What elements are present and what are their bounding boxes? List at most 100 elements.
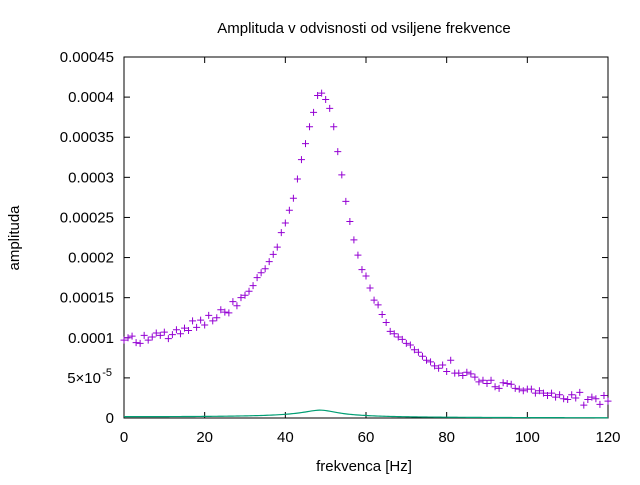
data-point: [544, 392, 551, 400]
data-point: [431, 362, 439, 370]
data-point: [410, 346, 418, 354]
data-point: [427, 358, 435, 366]
data-point: [439, 361, 447, 369]
data-point: [519, 387, 527, 395]
data-point: [535, 387, 543, 395]
data-point: [124, 334, 132, 342]
data-point: [281, 219, 289, 227]
data-point: [310, 108, 318, 116]
data-point: [314, 92, 322, 100]
data-point: [330, 123, 338, 131]
data-point: [358, 266, 366, 274]
data-point: [289, 194, 297, 202]
data-point: [560, 395, 568, 403]
data-point: [277, 229, 285, 237]
data-point: [447, 356, 455, 364]
data-point: [572, 394, 580, 402]
data-point: [185, 327, 193, 335]
data-point: [209, 317, 217, 325]
data-point: [346, 217, 354, 225]
data-point: [386, 327, 394, 335]
data-point: [580, 401, 588, 409]
data-point: [302, 140, 309, 148]
data-point: [588, 393, 596, 401]
data-point: [156, 331, 164, 339]
data-point: [548, 389, 556, 397]
data-point: [293, 175, 301, 183]
data-point: [378, 311, 386, 319]
data-point: [193, 323, 201, 331]
data-point: [221, 308, 229, 316]
data-point: [584, 396, 592, 404]
data-point: [241, 291, 249, 299]
x-tick-label: 120: [595, 429, 620, 446]
data-point: [164, 335, 172, 343]
data-point: [350, 236, 358, 244]
data-point: [491, 383, 499, 391]
data-point: [418, 352, 426, 360]
data-point: [459, 371, 467, 379]
y-tick-label: 0.00015: [60, 290, 114, 307]
data-point: [564, 396, 572, 404]
data-point: [495, 384, 503, 392]
data-point: [382, 319, 390, 327]
data-point: [596, 400, 604, 408]
x-tick-label: 40: [277, 429, 294, 446]
data-point: [556, 391, 564, 399]
data-point: [160, 328, 168, 336]
data-point: [217, 306, 225, 314]
y-tick-exponent: -5: [102, 367, 112, 379]
data-point: [322, 96, 330, 104]
y-tick-label: 0.0004: [68, 89, 114, 106]
data-point: [306, 123, 314, 131]
y-tick-label: 0.0002: [68, 250, 114, 267]
data-point: [269, 250, 277, 258]
data-point: [144, 336, 152, 344]
data-point: [394, 333, 402, 341]
data-point: [435, 364, 443, 372]
x-tick-label: 60: [358, 429, 375, 446]
data-point: [568, 391, 576, 399]
data-point: [176, 330, 184, 338]
data-point: [390, 330, 398, 338]
data-point: [576, 388, 584, 396]
data-point: [189, 317, 197, 325]
data-point: [318, 89, 326, 97]
data-point: [326, 104, 334, 112]
data-point: [527, 385, 535, 393]
y-tick-label: 5×10: [67, 370, 101, 387]
data-point: [152, 329, 160, 337]
data-point: [140, 331, 148, 339]
data-point: [229, 298, 237, 306]
data-point: [181, 324, 188, 332]
data-point: [285, 206, 293, 214]
data-point: [503, 380, 511, 388]
data-point: [370, 296, 378, 304]
data-point: [475, 378, 483, 386]
data-point: [511, 384, 519, 392]
data-point: [205, 311, 213, 319]
data-point: [197, 316, 205, 324]
chart-title: Amplituda v odvisnosti od vsiljene frekv…: [217, 20, 510, 37]
data-point: [552, 393, 560, 401]
data-point: [265, 258, 273, 266]
data-point: [499, 379, 507, 387]
data-point: [374, 301, 382, 309]
data-point: [443, 367, 451, 375]
data-point: [467, 370, 475, 378]
data-point: [471, 373, 479, 381]
data-point: [148, 333, 156, 341]
fit-curve: [124, 409, 608, 419]
data-point: [128, 332, 136, 340]
data-point: [338, 171, 346, 179]
data-point: [249, 282, 257, 290]
data-point: [366, 284, 374, 292]
data-point: [334, 148, 342, 156]
data-point: [342, 197, 350, 205]
x-tick-label: 80: [438, 429, 455, 446]
data-point: [213, 314, 221, 322]
data-point: [463, 368, 471, 376]
data-point: [479, 376, 487, 384]
